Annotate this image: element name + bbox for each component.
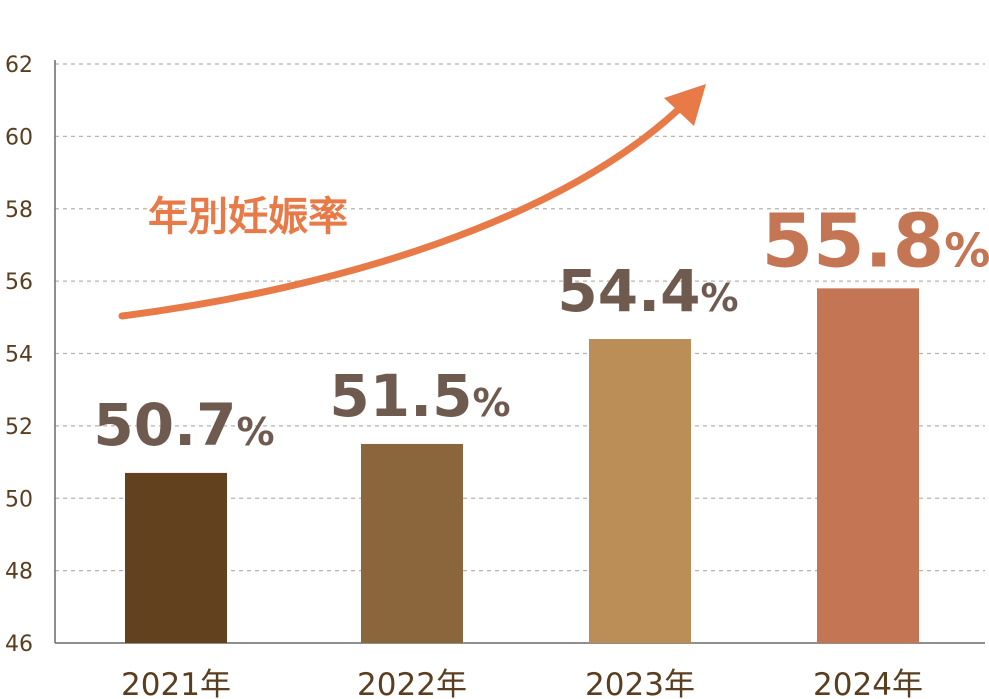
- trend-arrow-head: [664, 84, 706, 126]
- trend-arrow-group: 年別妊娠率: [118, 84, 706, 320]
- y-tick-label: 58: [5, 198, 33, 223]
- bar: [361, 443, 463, 643]
- bar: [125, 472, 227, 643]
- y-tick-label: 62: [5, 53, 33, 78]
- y-tick-label: 48: [5, 560, 33, 585]
- x-tick-label: 2022年: [357, 667, 467, 699]
- data-label: 51.5%: [329, 362, 510, 430]
- data-label: 55.8%: [762, 198, 989, 284]
- y-tick-label: 46: [5, 632, 33, 657]
- y-tick-label: 52: [5, 415, 33, 440]
- y-axis-ticks: 46 48 50 52 54 56 58 60 62: [5, 53, 33, 657]
- y-tick-label: 60: [5, 125, 33, 150]
- data-label-unit: %: [701, 276, 739, 320]
- x-axis-ticks: 2021年 2022年 2023年 2024年: [121, 667, 923, 699]
- data-label-unit: %: [944, 223, 989, 277]
- y-tick-label: 56: [5, 270, 33, 295]
- data-label: 50.7%: [93, 391, 274, 459]
- x-tick-label: 2023年: [585, 667, 695, 699]
- value-labels: 50.7%51.5%54.4%55.8%: [93, 198, 989, 459]
- trend-label: 年別妊娠率: [148, 194, 348, 240]
- bar: [817, 288, 919, 643]
- data-label-value: 54.4: [557, 257, 700, 325]
- x-tick-label: 2021年: [121, 667, 231, 699]
- trend-arrow-line: [118, 104, 684, 320]
- data-label-value: 51.5: [329, 362, 472, 430]
- data-label-value: 50.7: [93, 391, 236, 459]
- bar: [589, 339, 691, 643]
- bars: [125, 288, 919, 643]
- data-label-value: 55.8: [762, 198, 945, 284]
- y-tick-label: 54: [5, 343, 33, 368]
- y-tick-label: 50: [5, 487, 33, 512]
- data-label-unit: %: [473, 381, 511, 425]
- data-label: 54.4%: [557, 257, 738, 325]
- x-tick-label: 2024年: [813, 667, 923, 699]
- data-label-unit: %: [237, 410, 275, 454]
